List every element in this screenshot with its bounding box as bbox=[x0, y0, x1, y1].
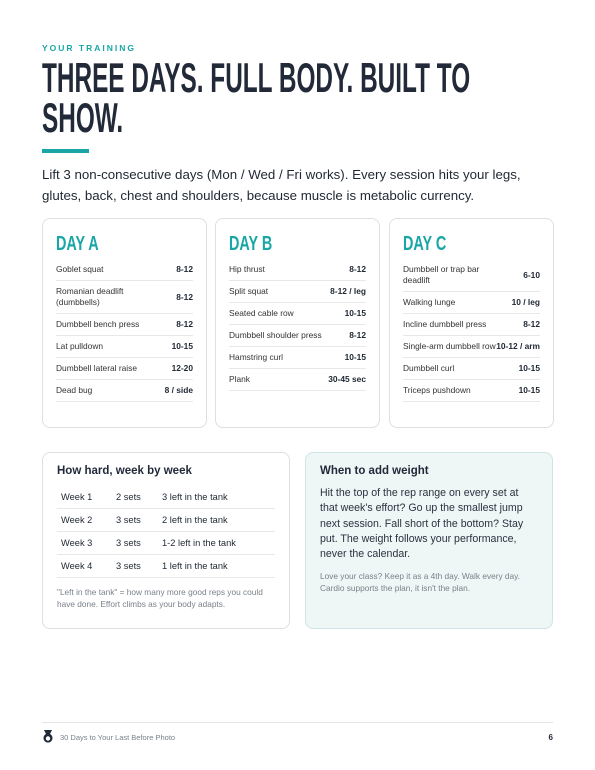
exercise-row: Hip thrust 8-12 bbox=[229, 259, 366, 281]
page-title: THREE DAYS. FULL BODY. BUILT TO SHOW. bbox=[42, 54, 471, 141]
exercise-row: Dumbbell curl 10-15 bbox=[403, 358, 540, 380]
week-row: Week 4 3 sets 1 left in the tank bbox=[57, 555, 275, 578]
exercise-reps: 10 / leg bbox=[511, 297, 540, 307]
exercise-reps: 8-12 / leg bbox=[330, 286, 366, 296]
exercise-name: Goblet squat bbox=[56, 264, 104, 274]
exercise-name: Incline dumbbell press bbox=[403, 319, 487, 329]
exercise-row: Dumbbell or trap bar deadlift 6-10 bbox=[403, 259, 540, 292]
week-cell: 3 left in the tank bbox=[162, 492, 228, 502]
exercise-row: Dead bug 8 / side bbox=[56, 380, 193, 402]
exercise-name: Seated cable row bbox=[229, 308, 294, 318]
week-cell: Week 4 bbox=[61, 561, 93, 571]
exercise-row: Plank 30-45 sec bbox=[229, 369, 366, 391]
exercise-row: Goblet squat 8-12 bbox=[56, 259, 193, 281]
exercise-reps: 8-12 bbox=[523, 319, 540, 329]
exercise-reps: 8-12 bbox=[176, 291, 193, 302]
exercise-name: Dead bug bbox=[56, 385, 93, 395]
week-cell: Week 3 bbox=[61, 538, 93, 548]
week-cell: Week 1 bbox=[61, 492, 93, 502]
exercise-name: Triceps pushdown bbox=[403, 385, 471, 395]
exercise-row: Dumbbell lateral raise 12-20 bbox=[56, 358, 193, 380]
card-title: How hard, week by week bbox=[57, 465, 192, 477]
logo bbox=[43, 730, 53, 743]
day-title: DAY C bbox=[403, 233, 447, 255]
exercise-row: Hamstring curl 10-15 bbox=[229, 347, 366, 369]
exercise-reps: 8 / side bbox=[164, 385, 193, 395]
intensity-table: Week 1 2 sets 3 left in the tank Week 2 3 se… bbox=[57, 486, 275, 578]
exercise-name: Dumbbell or trap bar deadlift bbox=[403, 264, 480, 285]
exercise-reps: 8-12 bbox=[349, 264, 366, 274]
day-title: DAY B bbox=[229, 233, 273, 255]
week-cell: 1 left in the tank bbox=[162, 561, 228, 571]
week-cell: 3 sets bbox=[116, 561, 141, 571]
exercise-reps: 8-12 bbox=[349, 330, 366, 340]
exercise-name: Hip thrust bbox=[229, 264, 265, 274]
day-card: DAY A Goblet squat 8-12 Romanian deadlift (… bbox=[42, 218, 207, 428]
exercise-name: Single-arm dumbbell row bbox=[403, 341, 496, 351]
exercise-reps: 12-20 bbox=[171, 363, 193, 373]
exercise-reps: 6-10 bbox=[523, 269, 540, 280]
exercise-name: Dumbbell lateral raise bbox=[56, 363, 137, 373]
footer-rule bbox=[42, 722, 553, 723]
exercise-name: Dumbbell bench press bbox=[56, 319, 140, 329]
week-cell: 1-2 left in the tank bbox=[162, 538, 236, 548]
day-title: DAY A bbox=[56, 233, 99, 255]
exercise-reps: 10-15 bbox=[344, 308, 366, 318]
exercise-reps: 8-12 bbox=[176, 264, 193, 274]
week-cell: 3 sets bbox=[116, 538, 141, 548]
exercise-reps: 10-15 bbox=[344, 352, 366, 362]
exercise-row: Split squat 8-12 / leg bbox=[229, 281, 366, 303]
exercise-reps: 8-12 bbox=[176, 319, 193, 329]
exercise-row: Seated cable row 10-15 bbox=[229, 303, 366, 325]
week-row: Week 3 3 sets 1-2 left in the tank bbox=[57, 532, 275, 555]
exercise-reps: 10-12 / arm bbox=[496, 341, 540, 351]
exercise-name: Plank bbox=[229, 374, 250, 384]
exercise-name: Lat pulldown bbox=[56, 341, 104, 351]
exercise-row: Dumbbell bench press 8-12 bbox=[56, 314, 193, 336]
week-cell: 3 sets bbox=[116, 515, 141, 525]
exercise-name: Dumbbell shoulder press bbox=[229, 330, 322, 340]
exercise-row: Dumbbell shoulder press 8-12 bbox=[229, 325, 366, 347]
exercise-name: Romanian deadlift (dumbbells) bbox=[56, 286, 124, 307]
week-row: Week 2 3 sets 2 left in the tank bbox=[57, 509, 275, 532]
exercise-name: Hamstring curl bbox=[229, 352, 283, 362]
week-cell: 2 left in the tank bbox=[162, 515, 228, 525]
exercise-reps: 10-15 bbox=[518, 385, 540, 395]
exercise-reps: 30-45 sec bbox=[328, 374, 366, 384]
intro: Lift 3 non-consecutive days (Mon / Wed /… bbox=[42, 167, 521, 203]
day-card: DAY C Dumbbell or trap bar deadlift 6-10 Wa… bbox=[389, 218, 554, 428]
exercise-row: Romanian deadlift (dumbbells) 8-12 bbox=[56, 281, 193, 314]
exercise-name: Walking lunge bbox=[403, 297, 456, 307]
exercise-reps: 10-15 bbox=[518, 363, 540, 373]
card-note: Love your class? Keep it as a 4th day. W… bbox=[320, 571, 520, 594]
page-number: 6 bbox=[548, 733, 553, 742]
card-title: When to add weight bbox=[320, 465, 429, 477]
exercise-row: Incline dumbbell press 8-12 bbox=[403, 314, 540, 336]
footer-text: 30 Days to Your Last Before Photo bbox=[60, 733, 176, 742]
week-cell: Week 2 bbox=[61, 515, 93, 525]
weight-card: When to add weight Hit the top of the re… bbox=[305, 452, 553, 629]
exercise-row: Single-arm dumbbell row 10-12 / arm bbox=[403, 336, 540, 358]
card-body: Hit the top of the rep range on every se… bbox=[320, 487, 524, 561]
week-cell: 2 sets bbox=[116, 492, 141, 502]
intensity-card: How hard, week by week Week 1 2 sets 3 lef… bbox=[42, 452, 290, 629]
exercise-name: Dumbbell curl bbox=[403, 363, 455, 373]
exercise-row: Walking lunge 10 / leg bbox=[403, 292, 540, 314]
accent-rule bbox=[42, 149, 89, 153]
exercise-name: Split squat bbox=[229, 286, 269, 296]
week-row: Week 1 2 sets 3 left in the tank bbox=[57, 486, 275, 509]
card-note: "Left in the tank" = how many more good … bbox=[57, 587, 263, 609]
eyebrow: YOUR TRAINING bbox=[42, 43, 136, 53]
exercise-row: Lat pulldown 10-15 bbox=[56, 336, 193, 358]
exercise-reps: 10-15 bbox=[171, 341, 193, 351]
day-card: DAY B Hip thrust 8-12 Split squat 8-12 / leg… bbox=[215, 218, 380, 428]
exercise-row: Triceps pushdown 10-15 bbox=[403, 380, 540, 402]
